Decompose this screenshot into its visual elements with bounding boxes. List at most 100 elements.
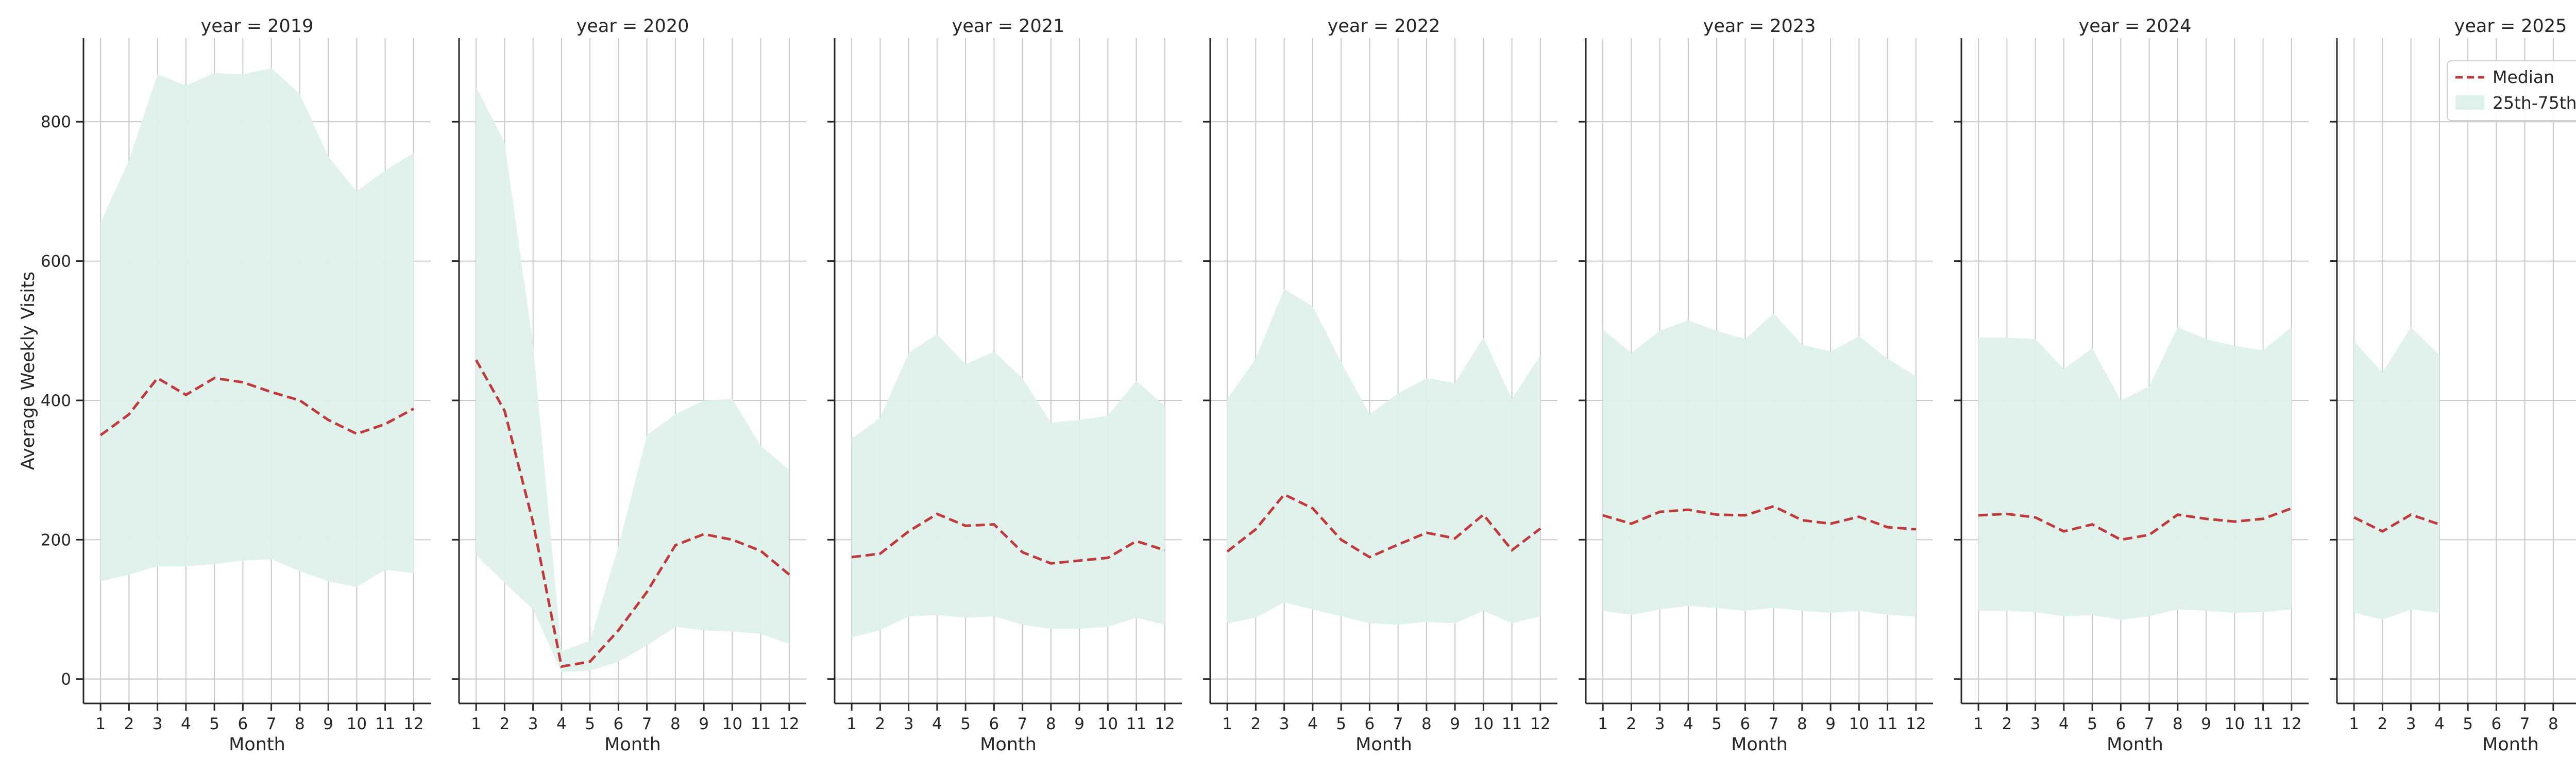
- x-tick-label: 2: [1251, 715, 1261, 733]
- x-tick-label: 10: [1098, 715, 1118, 733]
- x-tick-label: 5: [1711, 715, 1722, 733]
- x-tick-label: 7: [2520, 715, 2530, 733]
- percentile-band-2020: [476, 87, 789, 673]
- x-tick-label: 2: [124, 715, 134, 733]
- x-tick-label: 3: [2406, 715, 2416, 733]
- y-tick-label: 800: [41, 113, 71, 131]
- x-tick-label: 4: [556, 715, 567, 733]
- x-tick-label: 3: [1279, 715, 1290, 733]
- x-tick-label: 8: [1421, 715, 1432, 733]
- x-tick-label: 9: [1825, 715, 1836, 733]
- x-tick-label: 4: [1683, 715, 1693, 733]
- panel-title-2023: year = 2023: [1703, 16, 1816, 37]
- x-tick-label: 3: [528, 715, 538, 733]
- panel-title-2019: year = 2019: [201, 16, 314, 37]
- x-tick-label: 4: [2434, 715, 2445, 733]
- x-tick-label: 12: [779, 715, 799, 733]
- x-tick-label: 2: [2002, 715, 2012, 733]
- x-tick-label: 6: [2492, 715, 2502, 733]
- median-line-2019: [99, 376, 415, 436]
- x-tick-label: 12: [403, 715, 423, 733]
- x-tick-label: 12: [1530, 715, 1550, 733]
- panel-title-2020: year = 2020: [577, 16, 689, 37]
- x-tick-label: 11: [1502, 715, 1522, 733]
- panel-title-2021: year = 2021: [952, 16, 1065, 37]
- x-tick-label: 9: [2201, 715, 2211, 733]
- median-line-2023: [1602, 505, 1917, 531]
- panel-title-2025: year = 2025: [2454, 16, 2567, 37]
- median-line-2021: [851, 512, 1165, 565]
- x-tick-label: 8: [295, 715, 305, 733]
- x-tick-label: 1: [846, 715, 857, 733]
- legend: Median 25th-75th Percentile: [2447, 60, 2576, 121]
- x-axis-label: Month: [1355, 734, 1412, 755]
- panel-title-2022: year = 2022: [1328, 16, 1440, 37]
- x-tick-label: 10: [722, 715, 742, 733]
- x-tick-label: 1: [95, 715, 106, 733]
- x-tick-label: 3: [2030, 715, 2041, 733]
- x-axis-label: Month: [229, 734, 285, 755]
- x-tick-label: 6: [238, 715, 248, 733]
- x-tick-label: 6: [989, 715, 999, 733]
- x-tick-label: 3: [1655, 715, 1665, 733]
- x-tick-label: 5: [209, 715, 219, 733]
- x-tick-label: 4: [2059, 715, 2069, 733]
- x-tick-label: 4: [1308, 715, 1318, 733]
- x-tick-label: 5: [1336, 715, 1346, 733]
- x-tick-label: 11: [2253, 715, 2273, 733]
- x-tick-label: 1: [2349, 715, 2359, 733]
- x-tick-label: 11: [375, 715, 395, 733]
- x-tick-label: 7: [642, 715, 652, 733]
- x-tick-label: 9: [1074, 715, 1084, 733]
- x-tick-label: 9: [323, 715, 333, 733]
- percentile-band-2025: [2354, 327, 2439, 620]
- x-tick-label: 8: [2173, 715, 2183, 733]
- legend-label: Median: [2493, 67, 2554, 87]
- x-tick-label: 6: [1740, 715, 1751, 733]
- x-tick-label: 6: [614, 715, 624, 733]
- x-axis-label: Month: [1731, 734, 1788, 755]
- x-tick-label: 5: [585, 715, 595, 733]
- x-tick-label: 2: [875, 715, 886, 733]
- x-tick-label: 8: [1046, 715, 1056, 733]
- percentile-band-2021: [852, 334, 1165, 637]
- x-tick-label: 12: [1155, 715, 1175, 733]
- x-tick-label: 7: [1018, 715, 1028, 733]
- x-tick-label: 6: [1365, 715, 1375, 733]
- y-tick-label: 600: [41, 253, 71, 271]
- x-tick-label: 12: [2281, 715, 2301, 733]
- percentile-band-2019: [100, 68, 414, 587]
- y-tick-label: 200: [41, 531, 71, 549]
- x-tick-label: 10: [1473, 715, 1494, 733]
- x-tick-label: 2: [500, 715, 510, 733]
- x-tick-label: 5: [2087, 715, 2097, 733]
- x-tick-label: 7: [1393, 715, 1403, 733]
- x-tick-label: 2: [2378, 715, 2388, 733]
- percentile-band-2023: [1603, 313, 1916, 617]
- x-tick-label: 10: [1849, 715, 1869, 733]
- x-tick-label: 3: [152, 715, 163, 733]
- x-tick-label: 1: [1973, 715, 1984, 733]
- x-axis-label: Month: [2482, 734, 2539, 755]
- median-line-2025: [2353, 513, 2440, 533]
- x-tick-label: 11: [751, 715, 771, 733]
- x-tick-label: 11: [1126, 715, 1146, 733]
- x-tick-label: 4: [181, 715, 191, 733]
- panel-title-2024: year = 2024: [2079, 16, 2192, 37]
- x-tick-label: 9: [699, 715, 709, 733]
- x-tick-label: 10: [2225, 715, 2245, 733]
- x-tick-label: 7: [266, 715, 277, 733]
- x-tick-label: 2: [1626, 715, 1637, 733]
- x-tick-label: 9: [1450, 715, 1460, 733]
- x-tick-label: 1: [1598, 715, 1608, 733]
- x-tick-label: 8: [2548, 715, 2558, 733]
- x-tick-label: 11: [1877, 715, 1897, 733]
- x-tick-label: 10: [347, 715, 367, 733]
- x-tick-label: 1: [471, 715, 481, 733]
